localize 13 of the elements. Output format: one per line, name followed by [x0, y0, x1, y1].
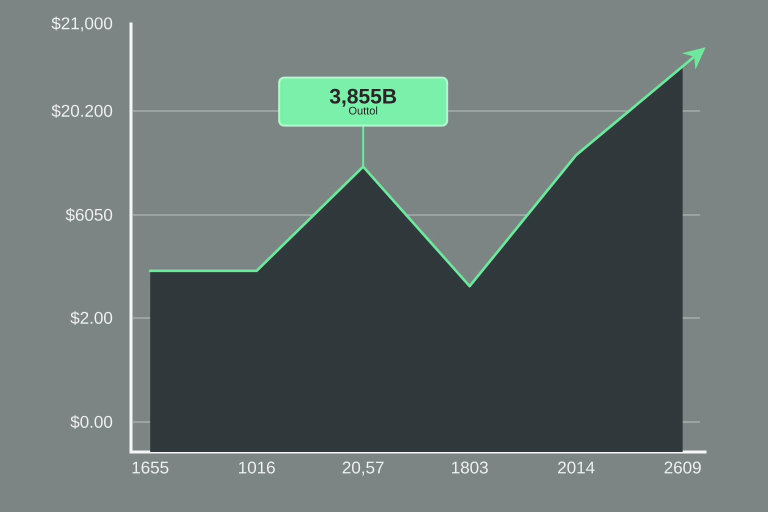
text: $6050 — [66, 208, 112, 222]
annotation: 3,855B — [330, 88, 396, 107]
x-tick-label: 1803 — [452, 462, 488, 474]
x-tick-label: 1016 — [239, 462, 275, 474]
annotation: Outtol — [349, 106, 378, 115]
x-tick-label: 1655 — [132, 462, 168, 474]
x-tick-label: 20,57 — [342, 462, 384, 476]
text: $2.00 — [70, 311, 112, 325]
x-tick-label: 2014 — [558, 462, 595, 474]
text: $21,000 — [52, 16, 112, 32]
text: $20.200 — [52, 104, 112, 118]
text: $0.00 — [70, 415, 112, 429]
x-tick-label: 2609 — [664, 462, 701, 474]
